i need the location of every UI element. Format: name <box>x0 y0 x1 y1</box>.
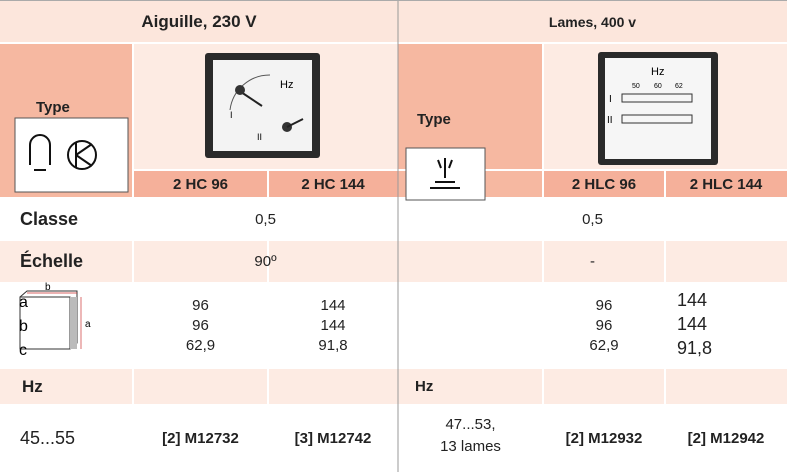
dim-value: 62,9 <box>589 336 619 354</box>
dim-value: 62,9 <box>185 336 216 354</box>
dim-value: 144 <box>320 296 346 314</box>
cell: - <box>590 253 595 270</box>
section-title: Lames, 400 v <box>548 13 637 30</box>
model: 2 HLC 96 <box>571 175 637 193</box>
reference: [3] M12742 <box>294 430 372 447</box>
type-label: Type <box>417 110 451 128</box>
row-label: Hz <box>415 378 434 395</box>
icon-label: a <box>85 319 91 330</box>
cell: 0,5 <box>255 210 276 228</box>
dim-value: 91,8 <box>318 336 348 354</box>
reference: [2] M12932 <box>565 430 643 447</box>
dim-label: c <box>19 342 27 359</box>
cell: 45...55 <box>20 428 76 448</box>
row-label: Classe <box>20 208 79 229</box>
reference: [2] M12732 <box>162 430 239 447</box>
dim-value: 96 <box>192 316 209 334</box>
dim-label: b <box>19 318 28 335</box>
dim-value: 96 <box>192 296 209 314</box>
dim-value: 91,8 <box>677 337 713 358</box>
meter-scale: 62 <box>675 83 683 90</box>
dim-value: 144 <box>677 313 708 334</box>
row-label: Hz <box>22 376 43 396</box>
type-label: Type <box>36 98 70 116</box>
dim-value: 96 <box>595 296 613 314</box>
model: 2 HC 144 <box>301 175 365 193</box>
meter-mark: II <box>607 115 613 126</box>
meter-unit: Hz <box>651 66 664 78</box>
dim-value: 96 <box>595 316 613 334</box>
icon-label: b <box>45 282 51 293</box>
reference: [2] M12942 <box>687 430 765 447</box>
cell: 0,5 <box>582 210 603 228</box>
meter-scale: 60 <box>654 83 662 90</box>
meter-mark: I <box>609 94 612 105</box>
model: 2 HC 96 <box>172 175 229 193</box>
meter-scale: 50 <box>632 83 640 90</box>
meter-mark: II <box>257 132 262 142</box>
meter-unit: Hz <box>280 79 293 91</box>
meter-mark: I <box>230 110 233 120</box>
cell: 13 lames <box>440 437 501 455</box>
model: 2 HLC 144 <box>689 175 763 193</box>
dim-value: 144 <box>320 316 346 334</box>
section-title: Aiguille, 230 V <box>141 11 257 31</box>
dim-label: a <box>19 294 28 311</box>
row-label: Échelle <box>20 251 84 271</box>
dim-value: 144 <box>677 289 708 310</box>
cell: 47...53, <box>445 415 496 433</box>
cell: 90º <box>254 253 277 270</box>
